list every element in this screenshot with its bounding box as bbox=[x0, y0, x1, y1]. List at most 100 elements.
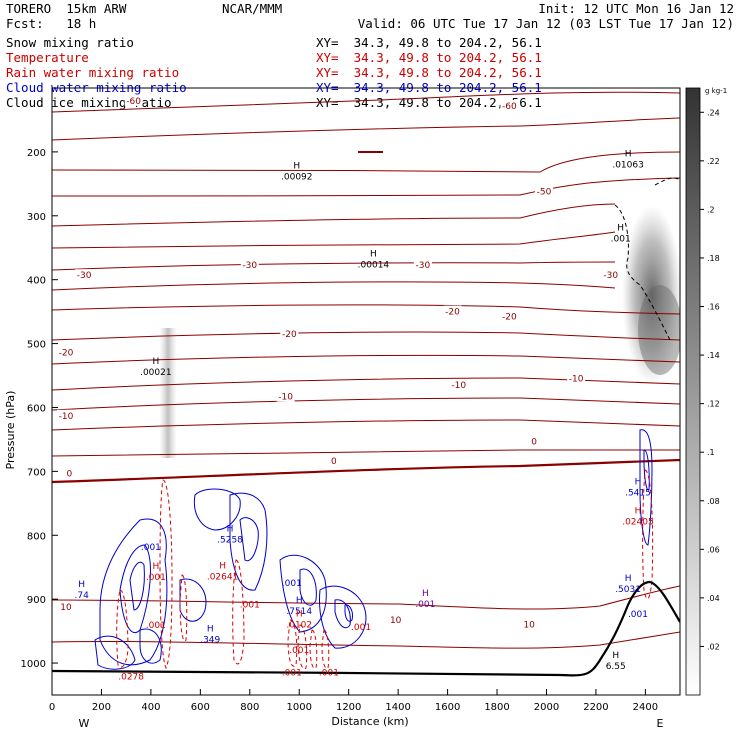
temp-label-bg bbox=[75, 269, 94, 281]
max-marker: H bbox=[296, 596, 303, 606]
y-axis-label: Pressure (hPa) bbox=[4, 391, 17, 470]
temp-label-bg bbox=[124, 94, 143, 106]
temp-label-bg bbox=[280, 327, 299, 339]
max-value: .001 bbox=[141, 543, 161, 553]
organization: NCAR/MMM bbox=[222, 1, 283, 16]
max-value: .02405 bbox=[622, 517, 654, 527]
colorbar-tick-label: .04 bbox=[707, 594, 720, 603]
temperature-label: -20 bbox=[59, 349, 74, 359]
x-tick-label: 200 bbox=[92, 702, 111, 713]
x-tick-label: 800 bbox=[240, 702, 259, 713]
temp-label-bg bbox=[324, 455, 343, 467]
temperature-label: 0 bbox=[531, 437, 537, 447]
max-marker: H bbox=[625, 574, 632, 584]
temperature-contours bbox=[52, 91, 680, 649]
colorbar-tick-label: .14 bbox=[707, 351, 720, 360]
x-tick-label: 1000 bbox=[287, 702, 312, 713]
x-tick-label: 2200 bbox=[583, 702, 608, 713]
max-value: .001 bbox=[146, 573, 166, 583]
max-marker: H bbox=[370, 250, 377, 260]
x-tick-label: 600 bbox=[191, 702, 210, 713]
temperature-label: -30 bbox=[416, 261, 431, 271]
field-rain-xy: XY= 34.3, 49.8 to 204.2, 56.1 bbox=[316, 65, 542, 80]
field-snow-xy: XY= 34.3, 49.8 to 204.2, 56.1 bbox=[316, 35, 542, 50]
temperature-label: -50 bbox=[537, 188, 552, 198]
max-marker: H bbox=[293, 161, 300, 171]
temperature-label: -30 bbox=[242, 261, 257, 271]
max-value: .001 bbox=[628, 610, 648, 620]
max-marker: H bbox=[152, 357, 159, 367]
forecast-hour: Fcst: 18 h bbox=[6, 16, 97, 31]
x-axis: 0 200 400 600 800 1000 1200 1400 1600 1800 2000 220… bbox=[49, 689, 658, 713]
x-tick-label: 2000 bbox=[534, 702, 559, 713]
temperature-label: 10 bbox=[60, 603, 72, 613]
temp-label-bg bbox=[567, 372, 586, 384]
temperature-label: -10 bbox=[59, 412, 74, 422]
temp-label-bg bbox=[57, 409, 75, 421]
cloud-water-contours bbox=[94, 429, 653, 670]
temperature-labels: -60 -60 -50 -30 -30 -30 -30 -20 -20 -20 -20 -10 -10 -… bbox=[57, 94, 620, 631]
y-tick-label: 1000 bbox=[21, 659, 46, 670]
temp-label-bg bbox=[57, 346, 75, 358]
temp-label-bg bbox=[413, 258, 432, 270]
max-value: .02641 bbox=[207, 572, 239, 582]
colorbar-tick-label: .1 bbox=[707, 448, 715, 457]
max-marker: H bbox=[617, 223, 624, 233]
temperature-label: -30 bbox=[603, 271, 618, 281]
max-value: .00014 bbox=[358, 261, 390, 271]
max-value: .001 bbox=[289, 646, 309, 656]
temperature-label: 0 bbox=[331, 457, 337, 467]
x-tick-label: 400 bbox=[141, 702, 160, 713]
colorbar-tick-label: .12 bbox=[707, 400, 720, 409]
temp-label-bg bbox=[57, 600, 75, 612]
terrain-line bbox=[52, 580, 680, 677]
temp-label-bg bbox=[535, 185, 554, 197]
max-marker: H bbox=[635, 506, 642, 516]
x-tick-label: 0 bbox=[49, 702, 55, 713]
max-value: .001 bbox=[146, 621, 166, 631]
max-marker: H bbox=[625, 149, 632, 159]
max-value: .0102 bbox=[286, 620, 312, 630]
field-cloud-ice-xy: XY= 34.3, 49.8 to 204.2, 56.1 bbox=[316, 95, 542, 110]
field-rain-name: Rain water mixing ratio bbox=[6, 65, 180, 80]
temp-label-bg bbox=[520, 618, 539, 630]
colorbar-tick-label: .2 bbox=[707, 205, 715, 214]
colorbar-tick-label: .24 bbox=[707, 108, 720, 117]
colorbar-tick-label: .08 bbox=[707, 497, 720, 506]
y-tick-label: 200 bbox=[27, 148, 46, 159]
max-value: .00092 bbox=[281, 172, 313, 182]
field-temperature-xy: XY= 34.3, 49.8 to 204.2, 56.1 bbox=[316, 50, 542, 65]
y-tick-label: 700 bbox=[27, 467, 46, 478]
max-marker: H bbox=[296, 609, 303, 619]
temperature-label: 10 bbox=[390, 616, 402, 626]
temp-label-bg bbox=[525, 435, 544, 447]
max-marker: H bbox=[152, 562, 159, 572]
x-tick-label: 1800 bbox=[484, 702, 509, 713]
max-value: .7514 bbox=[286, 607, 312, 617]
max-marker: H bbox=[635, 478, 642, 488]
temp-label-bg bbox=[386, 614, 405, 626]
temperature-label: -20 bbox=[445, 308, 460, 318]
max-value: .001 bbox=[240, 601, 260, 611]
max-value: .5415 bbox=[625, 489, 651, 499]
valid-time: Valid: 06 UTC Tue 17 Jan 12 (03 LST Tue … bbox=[357, 16, 734, 31]
max-value: .01063 bbox=[612, 160, 644, 170]
max-value: .001 bbox=[351, 623, 371, 633]
y-tick-label: 500 bbox=[27, 340, 46, 351]
temp-label-bg bbox=[443, 305, 462, 317]
max-value: .00021 bbox=[140, 368, 172, 378]
west-label: W bbox=[79, 717, 90, 730]
temperature-label: 10 bbox=[523, 621, 535, 631]
model-name: TORERO 15km ARW bbox=[6, 1, 127, 16]
field-temperature-name: Temperature bbox=[6, 50, 89, 65]
y-tick-label: 800 bbox=[27, 531, 46, 542]
y-tick-label: 900 bbox=[27, 595, 46, 606]
field-cloud-ice-name: Cloud ice mixing ratio bbox=[6, 95, 172, 110]
colorbar-tick-label: .02 bbox=[707, 642, 720, 651]
max-marker: H bbox=[612, 651, 619, 661]
max-value: .74 bbox=[75, 591, 90, 601]
x-axis-label: Distance (km) bbox=[331, 715, 408, 728]
x-tick-label: 1200 bbox=[336, 702, 361, 713]
colorbar-units: g kg-1 bbox=[705, 87, 727, 95]
